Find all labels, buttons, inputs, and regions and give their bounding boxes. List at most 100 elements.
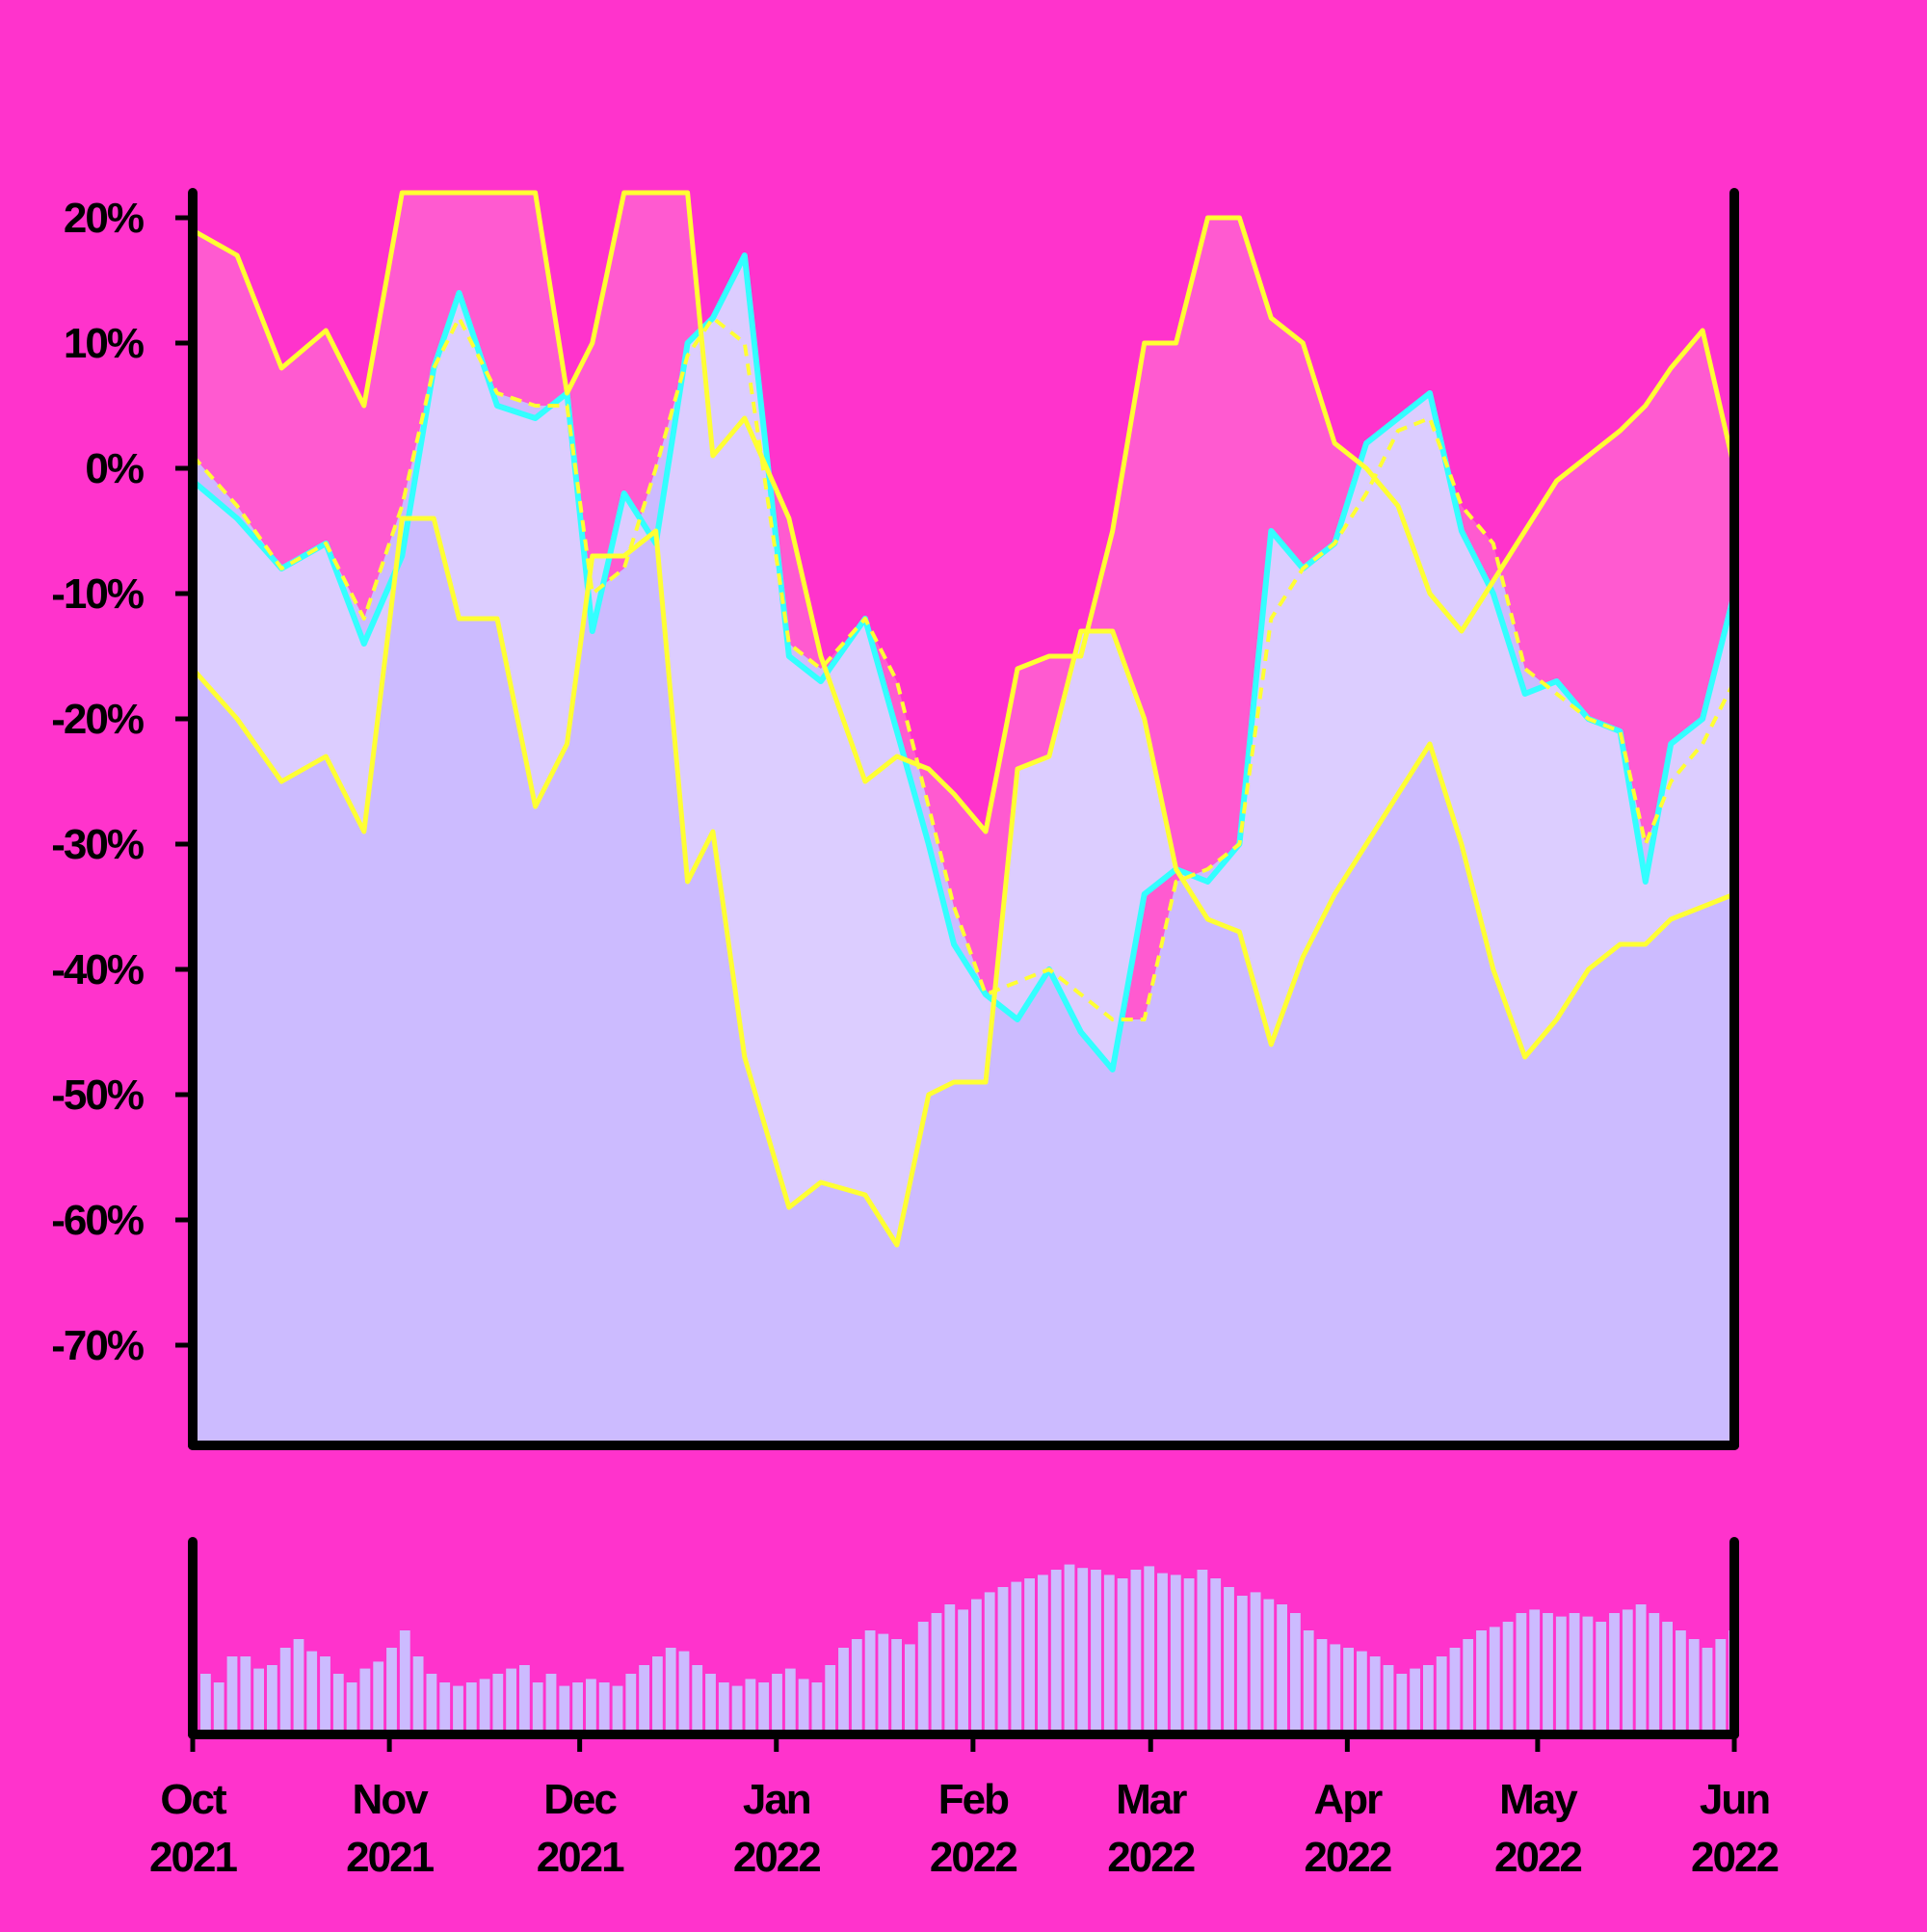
volume-bar xyxy=(373,1661,384,1734)
volume-bar xyxy=(1064,1564,1075,1734)
volume-bar xyxy=(479,1679,490,1734)
x-tick-label-year: 2021 xyxy=(149,1834,237,1881)
x-tick-label-month: Oct xyxy=(160,1776,227,1823)
y-tick-label: -10% xyxy=(51,570,144,618)
volume-bar xyxy=(1702,1648,1713,1734)
volume-bar xyxy=(1369,1656,1381,1734)
band-fill-outer xyxy=(193,193,1734,1019)
volume-bar xyxy=(891,1639,902,1734)
upper-band-line xyxy=(191,190,1737,834)
volume-bar xyxy=(1197,1570,1208,1734)
volume-bar xyxy=(586,1679,596,1734)
volume-bar xyxy=(1224,1587,1234,1734)
volume-bar xyxy=(545,1674,557,1734)
volume-bar xyxy=(678,1651,690,1734)
volume-bar xyxy=(240,1656,251,1734)
volume-bar xyxy=(1463,1639,1474,1734)
y-tick-label: 10% xyxy=(64,320,144,367)
volume-bar xyxy=(1555,1616,1567,1734)
volume-bar xyxy=(439,1682,451,1734)
volume-bar xyxy=(971,1599,982,1734)
volume-bar xyxy=(1038,1575,1048,1734)
y-tick-label: -60% xyxy=(51,1197,144,1244)
volume-bar xyxy=(200,1674,211,1734)
volume-bar xyxy=(399,1630,410,1734)
volume-bar xyxy=(692,1665,703,1734)
volume-bar xyxy=(1423,1665,1434,1734)
volume-bar xyxy=(652,1656,663,1734)
volume-bar xyxy=(1330,1644,1341,1734)
volume-bar xyxy=(1357,1651,1367,1734)
lower-band-line xyxy=(191,516,1735,1248)
volume-bar xyxy=(838,1648,849,1734)
volume-bar xyxy=(1635,1604,1647,1734)
volume-bar xyxy=(267,1665,277,1734)
volume-bar xyxy=(1449,1648,1461,1734)
volume-bar xyxy=(931,1613,942,1734)
volume-bar xyxy=(1144,1566,1155,1734)
volume-bar xyxy=(1130,1570,1142,1734)
volume-bar xyxy=(851,1639,862,1734)
volume-bar xyxy=(359,1668,371,1734)
volume-bar xyxy=(745,1679,756,1734)
volume-bar xyxy=(1649,1613,1660,1734)
y-tick-label: -70% xyxy=(51,1322,144,1369)
volume-bar xyxy=(519,1665,530,1734)
volume-bar xyxy=(1410,1668,1420,1734)
volume-bar xyxy=(1502,1622,1514,1734)
x-tick-label-year: 2022 xyxy=(1107,1834,1194,1881)
volume-bar xyxy=(226,1656,238,1734)
volume-bar xyxy=(1582,1616,1594,1734)
volume-bar xyxy=(1303,1630,1314,1734)
volume-bar xyxy=(559,1685,570,1734)
volume-bar xyxy=(811,1682,823,1734)
volume-bar xyxy=(1569,1613,1580,1734)
volume-bar xyxy=(386,1648,397,1734)
volume-bar xyxy=(639,1665,649,1734)
volume-bar xyxy=(1622,1609,1633,1734)
volume-bar xyxy=(864,1630,876,1734)
volume-bar xyxy=(1476,1630,1487,1734)
volume-bar xyxy=(293,1639,304,1734)
x-tick-label-year: 2022 xyxy=(1691,1834,1778,1881)
volume-bar xyxy=(426,1674,437,1734)
volume-bar xyxy=(1715,1639,1727,1734)
volume-bar xyxy=(1050,1570,1062,1734)
price-line xyxy=(191,252,1737,1072)
volume-bar xyxy=(905,1644,915,1734)
volume-bar xyxy=(1343,1648,1354,1734)
volume-bar xyxy=(492,1674,504,1734)
volume-bar xyxy=(944,1604,956,1734)
x-tick-label-year: 2021 xyxy=(537,1834,624,1881)
x-tick-label-year: 2022 xyxy=(1304,1834,1390,1881)
y-tick-label: 0% xyxy=(85,445,143,492)
volume-bar xyxy=(1277,1604,1287,1734)
y-tick-label: -40% xyxy=(51,946,144,993)
volume-bar xyxy=(1676,1630,1686,1734)
y-tick-label: -50% xyxy=(51,1072,144,1119)
volume-bar xyxy=(1688,1639,1700,1734)
volume-bar xyxy=(506,1668,516,1734)
volume-bar xyxy=(917,1622,929,1734)
x-tick-label-month: Apr xyxy=(1313,1776,1383,1823)
volume-bar xyxy=(1157,1573,1168,1734)
x-axis: Oct 2021 Nov 2021 Dec 2021 Jan 2022 Feb 2022 Mar 20… xyxy=(149,1734,1780,1881)
volume-bar xyxy=(213,1682,224,1734)
volume-bar xyxy=(1316,1639,1328,1734)
volume-bar xyxy=(1024,1578,1035,1734)
volume-bar xyxy=(465,1682,477,1734)
x-tick-label-month: Nov xyxy=(353,1776,430,1823)
volume-bar xyxy=(1250,1592,1261,1734)
volume-bar xyxy=(320,1656,330,1734)
volume-bar xyxy=(718,1682,729,1734)
moving-average-line xyxy=(191,316,1736,1021)
volume-bar xyxy=(1263,1599,1275,1734)
volume-bar xyxy=(772,1674,782,1734)
volume-bar xyxy=(1596,1622,1607,1734)
volume-bar xyxy=(1436,1656,1447,1734)
volume-bar xyxy=(878,1633,889,1734)
volume-bar xyxy=(1011,1581,1022,1734)
volume-bar xyxy=(279,1648,291,1734)
volume-bar xyxy=(346,1682,357,1734)
